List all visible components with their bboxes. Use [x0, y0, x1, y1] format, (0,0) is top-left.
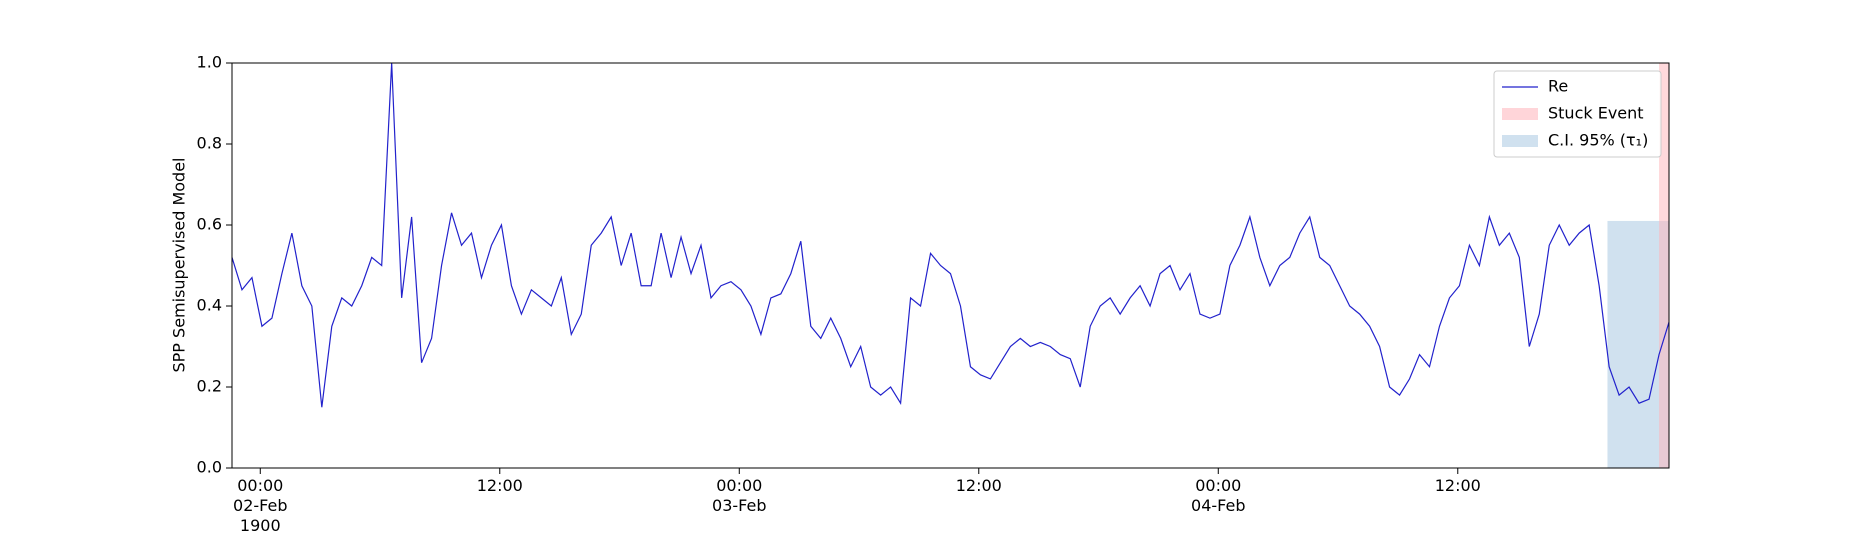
x-tick-label: 00:00 02-Feb 1900: [233, 476, 288, 535]
page: SPP Semisupervised Model 0.0 0.2 0.4 0.6 0.8…: [169, 52, 1670, 535]
y-axis-label: SPP Semisupervised Model: [170, 158, 189, 373]
x-tick-label: 12:00: [955, 476, 1002, 495]
x-tick-label: 12:00: [1434, 476, 1481, 495]
legend-label: Stuck Event: [1548, 104, 1644, 123]
y-tick-label: 0.0: [197, 458, 222, 477]
y-tick-label: 1.0: [197, 53, 222, 72]
x-tick-label: 00:00 04-Feb: [1191, 476, 1246, 515]
legend-swatch: [1502, 108, 1538, 120]
legend-swatch: [1502, 135, 1538, 147]
legend-label: Re: [1548, 77, 1568, 96]
plot-frame: [231, 62, 1670, 469]
y-tick-label: 0.8: [197, 134, 222, 153]
x-tick-label: 12:00: [476, 476, 523, 495]
data-line: [231, 62, 1670, 408]
y-tick-label: 0.6: [197, 215, 222, 234]
legend-label: C.I. 95% (τ₁): [1548, 131, 1648, 150]
x-tick-label: 00:00 03-Feb: [712, 476, 767, 515]
y-tick-label: 0.2: [197, 377, 222, 396]
stuck-event-band: [1659, 63, 1669, 468]
ci-band: [1607, 220, 1669, 468]
y-tick-label: 0.4: [197, 296, 222, 315]
chart: SPP Semisupervised Model 0.0 0.2 0.4 0.6 0.8…: [170, 53, 1670, 477]
